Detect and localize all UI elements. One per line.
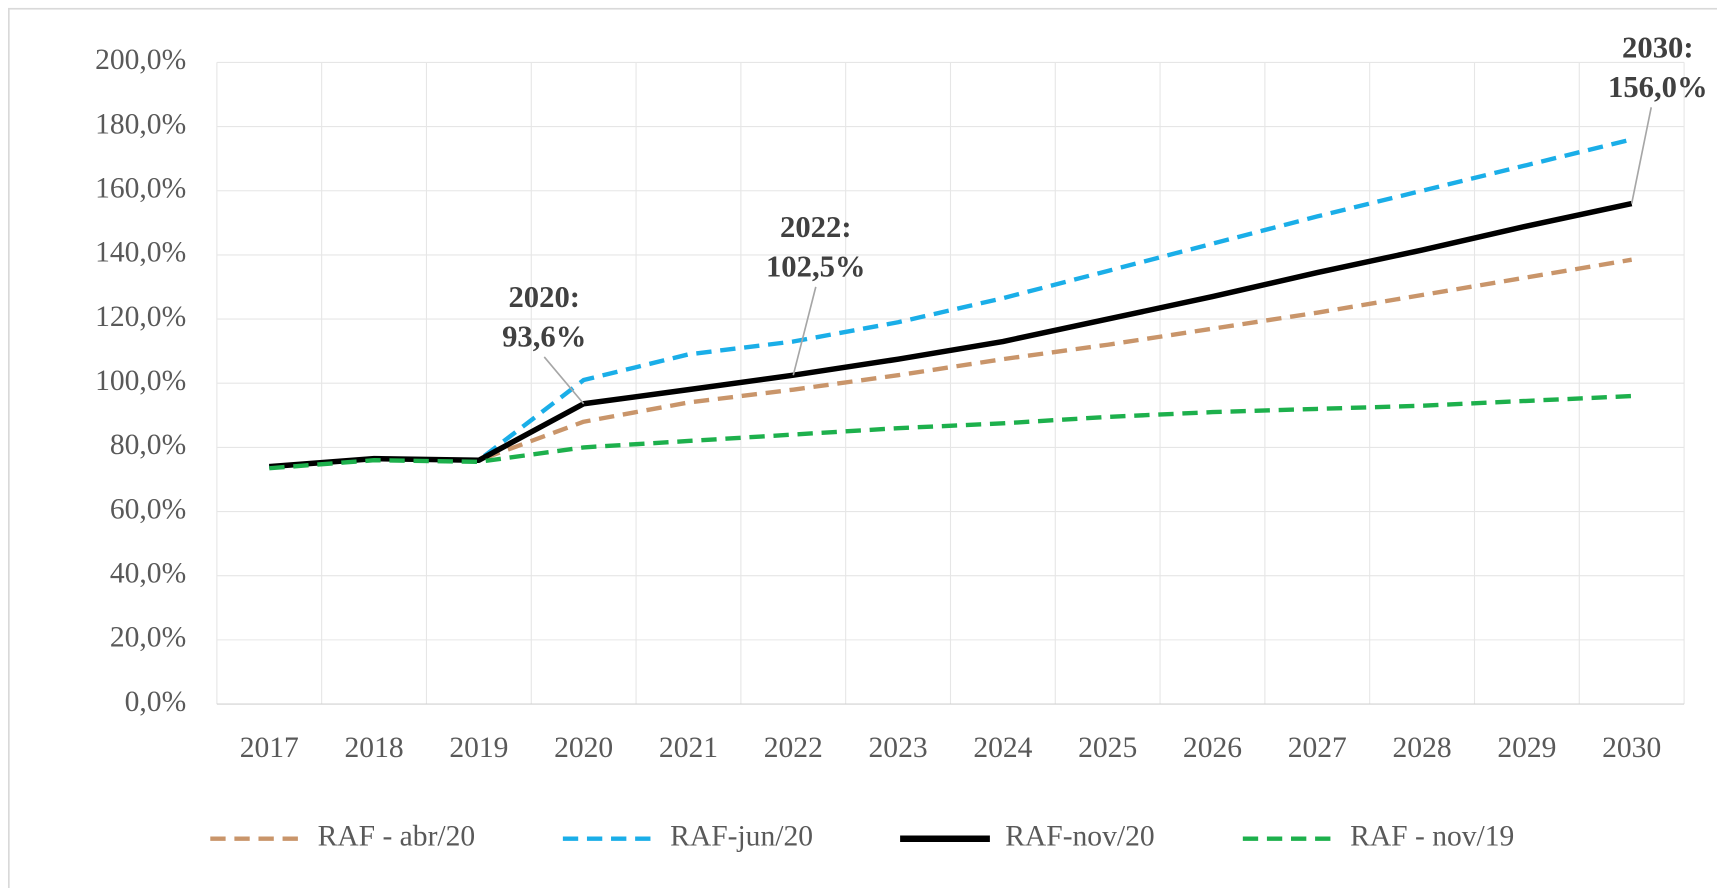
annotation: 93,6%	[502, 319, 586, 353]
x-tick-label: 2028	[1393, 732, 1452, 764]
y-tick-label: 160,0%	[95, 173, 186, 205]
y-tick-label: 140,0%	[95, 237, 186, 269]
legend-label: RAF-jun/20	[670, 821, 813, 853]
x-tick-label: 2029	[1497, 732, 1556, 764]
annotation-leader	[792, 286, 817, 376]
series-line	[269, 137, 1633, 469]
annotation: 2022:	[780, 210, 852, 244]
x-tick-label: 2025	[1078, 732, 1137, 764]
x-tick-label: 2026	[1183, 732, 1242, 764]
annotation-leader	[543, 356, 585, 405]
annotation: 2030:	[1622, 30, 1694, 64]
annotation-leader	[1630, 107, 1653, 204]
x-tick-label: 2023	[869, 732, 928, 764]
annotation: 2020:	[509, 280, 581, 314]
y-tick-label: 60,0%	[110, 493, 186, 525]
x-tick-label: 2022	[764, 732, 823, 764]
x-tick-label: 2021	[659, 732, 718, 764]
y-tick-label: 200,0%	[95, 44, 186, 76]
y-tick-label: 120,0%	[95, 301, 186, 333]
x-tick-label: 2024	[973, 732, 1032, 764]
chart-frame	[8, 7, 1717, 888]
annotation: 102,5%	[766, 249, 866, 283]
y-tick-label: 180,0%	[95, 108, 186, 140]
x-tick-label: 2030	[1602, 732, 1661, 764]
x-tick-label: 2018	[345, 732, 404, 764]
x-tick-label: 2017	[240, 732, 299, 764]
legend-label: RAF-nov/20	[1005, 821, 1154, 853]
series-line	[269, 200, 1633, 470]
y-tick-label: 20,0%	[110, 622, 186, 654]
annotation: 156,0%	[1608, 70, 1708, 104]
y-tick-label: 0,0%	[125, 686, 187, 718]
y-tick-label: 100,0%	[95, 365, 186, 397]
legend-label: RAF - nov/19	[1350, 821, 1514, 853]
x-tick-label: 2019	[449, 732, 508, 764]
y-tick-label: 80,0%	[110, 429, 186, 461]
legend-label: RAF - abr/20	[318, 821, 476, 853]
x-tick-label: 2027	[1288, 732, 1347, 764]
series-line	[269, 393, 1632, 471]
y-tick-label: 40,0%	[110, 558, 186, 590]
x-tick-label: 2020	[554, 732, 613, 764]
